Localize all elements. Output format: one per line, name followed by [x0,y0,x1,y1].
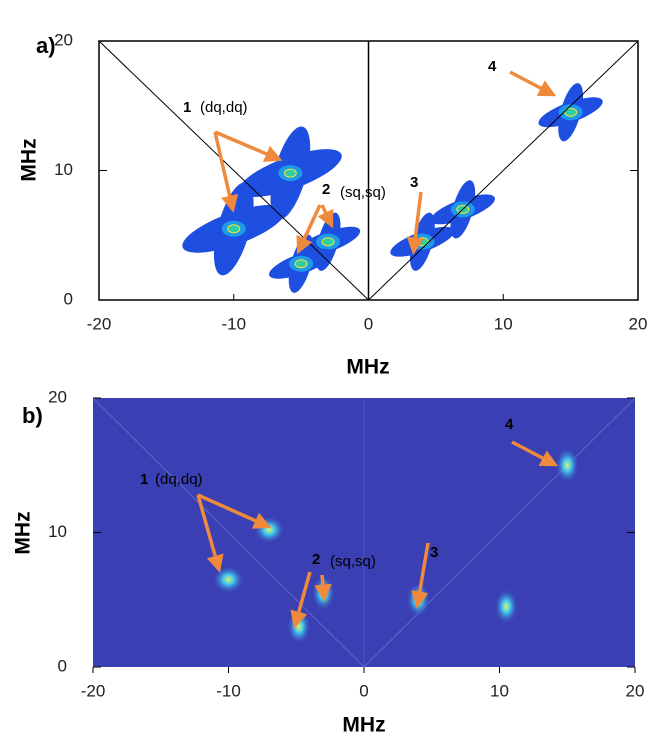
arrow [296,204,322,255]
y-axis-label: MHz [12,511,35,554]
peak-core [227,224,241,234]
arrow [511,440,559,467]
panel-label: b) [22,403,43,428]
annotation: (sq,sq) [340,184,386,201]
peak [538,83,603,142]
y-axis-label: MHz [18,138,41,181]
arrow [214,130,283,162]
peak-core [283,168,297,178]
annotation: 1 [140,471,148,488]
x-tick-label: 0 [364,314,373,333]
peak [182,182,286,276]
arrow [197,493,272,529]
x-tick-label: -20 [81,681,106,700]
y-tick-label: 20 [54,30,73,49]
annotation: 3 [410,174,418,191]
panel-label: a) [36,33,56,58]
annotation: 3 [430,544,438,561]
panel-b: b) MHz MHz 1 (dq,dq) 2 (sq,sq) 3 4 -20 -10 0 10 20… [12,387,645,736]
diagonal [92,397,365,668]
peak [494,588,519,625]
x-tick-label: 10 [490,681,509,700]
peak-core [294,259,308,269]
diagonal [98,40,369,301]
annotation: 4 [505,416,514,433]
annotation: (sq,sq) [330,553,376,570]
x-tick-label: 10 [494,314,513,333]
annotation: (dq,dq) [155,471,203,488]
annotation: 2 [322,181,330,198]
arrow [406,191,424,255]
x-tick-label: -20 [87,314,112,333]
arrow [317,204,334,229]
annotation: 1 [183,99,191,116]
x-tick-label: 0 [359,681,368,700]
y-tick-label: 10 [54,160,73,179]
x-tick-label: -10 [216,681,241,700]
peak-core [564,107,578,117]
y-tick-label: 0 [58,656,67,675]
arrow [196,494,224,573]
plot [98,40,639,301]
x-tick-label: 20 [626,681,645,700]
arrow [509,70,557,97]
x-axis-label: MHz [346,356,389,379]
panel-a: a) MHz MHz 1 (dq,dq) 2 (sq,sq) 3 4 -20 -1… [18,30,648,378]
arrow [314,574,332,602]
peak [238,126,342,220]
diagonal [363,397,636,668]
peak [212,565,245,594]
diagonal [368,40,639,301]
annotation: 4 [488,58,497,75]
annotation: (dq,dq) [200,99,248,116]
plot [92,397,636,668]
peak-core [321,237,335,247]
arrow [411,542,430,609]
annotation: 2 [312,551,320,568]
peak [555,447,580,484]
arrow [290,571,312,629]
y-tick-label: 20 [48,387,67,406]
y-tick-label: 0 [64,289,73,308]
x-tick-label: -10 [221,314,246,333]
arrow [213,131,239,213]
x-axis-label: MHz [342,714,385,737]
y-tick-label: 10 [48,522,67,541]
x-tick-label: 20 [629,314,648,333]
